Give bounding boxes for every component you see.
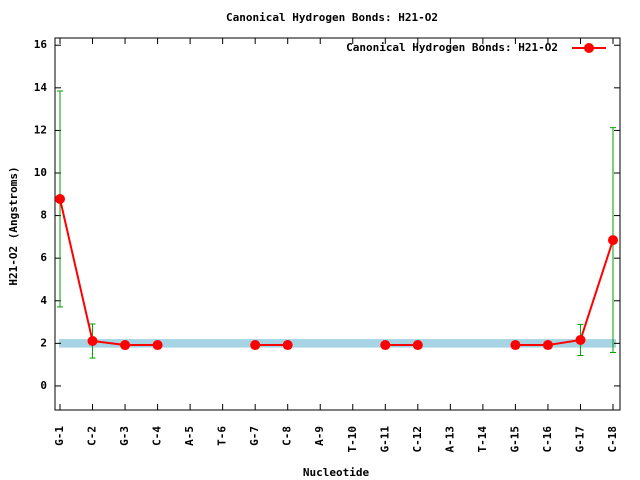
y-tick-label: 14: [34, 81, 48, 94]
x-tick-label: A-9: [313, 426, 326, 446]
x-axis-label: Nucleotide: [303, 466, 370, 479]
data-point: [510, 340, 521, 351]
x-tick-label: G-3: [118, 426, 131, 446]
data-point: [412, 340, 423, 351]
y-tick-label: 2: [40, 336, 47, 349]
x-tick-label: A-5: [183, 426, 196, 446]
data-point: [575, 334, 586, 345]
data-point: [542, 340, 553, 351]
x-tick-label: C-12: [411, 426, 424, 453]
data-point: [87, 336, 98, 347]
data-point: [120, 340, 131, 351]
reference-band: [59, 339, 616, 348]
x-tick-label: C-18: [606, 426, 619, 453]
x-tick-label: G-15: [508, 426, 521, 453]
legend-marker: [584, 43, 594, 53]
x-tick-label: T-6: [216, 426, 229, 446]
y-tick-label: 10: [34, 166, 47, 179]
x-tick-label: G-1: [53, 426, 66, 446]
y-tick-label: 0: [40, 379, 47, 392]
data-line: [59, 198, 158, 347]
x-tick-label: G-11: [378, 426, 391, 453]
y-tick-label: 16: [34, 38, 48, 51]
data-point: [250, 340, 261, 351]
data-point: [152, 340, 163, 351]
data-point: [608, 235, 618, 246]
y-tick-label: 4: [40, 294, 47, 307]
x-tick-label: G-7: [248, 426, 261, 446]
x-tick-label: C-8: [281, 426, 294, 446]
plot-frame: [54, 37, 621, 411]
chart-title: Canonical Hydrogen Bonds: H21-O2: [226, 11, 438, 24]
x-tick-label: T-14: [476, 426, 489, 453]
x-tick-label: T-10: [346, 426, 359, 453]
x-tick-label: A-13: [443, 426, 456, 453]
x-tick-label: C-4: [151, 426, 164, 446]
y-tick-label: 8: [40, 209, 47, 222]
legend-label: Canonical Hydrogen Bonds: H21-O2: [346, 41, 558, 54]
y-axis-label: H21-O2 (Angstroms): [7, 166, 20, 285]
data-point: [55, 193, 65, 204]
data-line: [515, 239, 614, 347]
data-point: [282, 340, 293, 351]
y-tick-label: 6: [40, 251, 47, 264]
y-tick-label: 12: [34, 123, 47, 136]
x-tick-label: C-2: [86, 426, 99, 446]
x-tick-label: C-16: [541, 426, 554, 453]
x-tick-label: G-17: [573, 426, 586, 453]
data-point: [380, 340, 391, 351]
